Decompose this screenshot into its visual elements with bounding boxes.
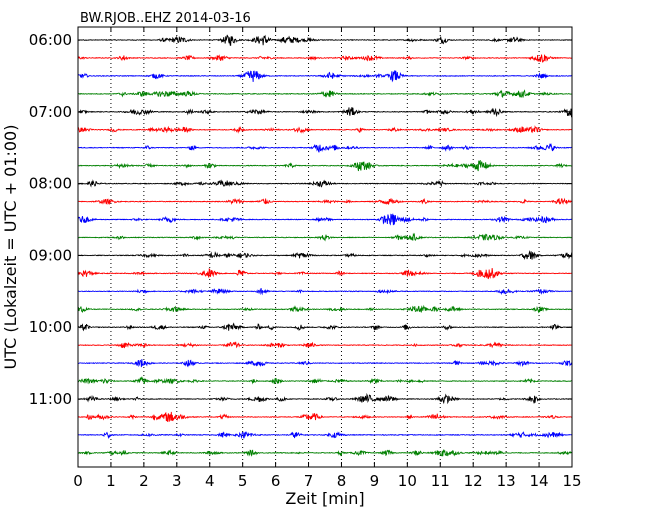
trace-line (77, 179, 573, 188)
trace-line (77, 431, 573, 440)
trace-line (77, 449, 573, 457)
x-tick-label: 0 (73, 472, 83, 490)
trace-line (77, 288, 573, 296)
trace-line (77, 392, 573, 405)
trace-line (77, 34, 573, 47)
trace-line (77, 341, 573, 349)
x-tick-label: 11 (431, 472, 450, 490)
trace-line (77, 213, 573, 226)
y-tick-label: 08:00 (29, 175, 72, 193)
x-tick-label: 6 (271, 472, 281, 490)
trace-line (77, 376, 573, 385)
grid-lines (110, 27, 540, 467)
trace-line (77, 232, 573, 242)
trace-line (77, 125, 573, 134)
trace-line (77, 197, 573, 206)
x-tick-label: 8 (337, 472, 347, 490)
x-tick-label: 1 (106, 472, 116, 490)
x-tick-label: 4 (205, 472, 215, 490)
trace-line (77, 322, 573, 332)
trace-line (77, 107, 573, 118)
x-tick-label: 7 (304, 472, 314, 490)
y-tick-label: 07:00 (29, 103, 72, 121)
trace-line (77, 143, 573, 153)
x-tick-label: 15 (562, 472, 581, 490)
chart-title: BW.RJOB..EHZ 2014-03-16 (80, 11, 251, 26)
y-tick-label: 06:00 (29, 31, 72, 49)
x-tick-label: 9 (370, 472, 380, 490)
plot-frame (77, 26, 573, 468)
x-tick-label: 14 (530, 472, 549, 490)
y-axis-label: UTC (Lokalzeit = UTC + 01:00) (1, 125, 20, 370)
x-tick-label: 13 (497, 472, 516, 490)
trace-line (77, 411, 573, 423)
y-tick-label: 10:00 (29, 318, 72, 336)
y-tick-label: 11:00 (29, 390, 72, 408)
trace-line (77, 249, 573, 261)
trace-line (77, 267, 573, 280)
x-tick-label: 3 (172, 472, 182, 490)
x-tick-label: 5 (238, 472, 248, 490)
trace-line (77, 359, 573, 368)
traces (77, 34, 573, 457)
x-tick-label: 10 (398, 472, 417, 490)
x-tick-label: 2 (139, 472, 149, 490)
trace-line (77, 159, 573, 172)
trace-line (77, 89, 573, 98)
trace-line (77, 54, 573, 63)
x-tick-label: 12 (464, 472, 483, 490)
trace-line (77, 304, 573, 314)
x-axis: 0 1 2 3 4 5 6 7 8 9 10 11 12 13 14 15 (73, 27, 582, 490)
trace-line (77, 70, 573, 83)
y-axis: 06:00 07:00 08:00 09:00 10:00 11:00 (29, 31, 572, 408)
y-tick-label: 09:00 (29, 246, 72, 264)
x-axis-label: Zeit [min] (285, 489, 364, 508)
